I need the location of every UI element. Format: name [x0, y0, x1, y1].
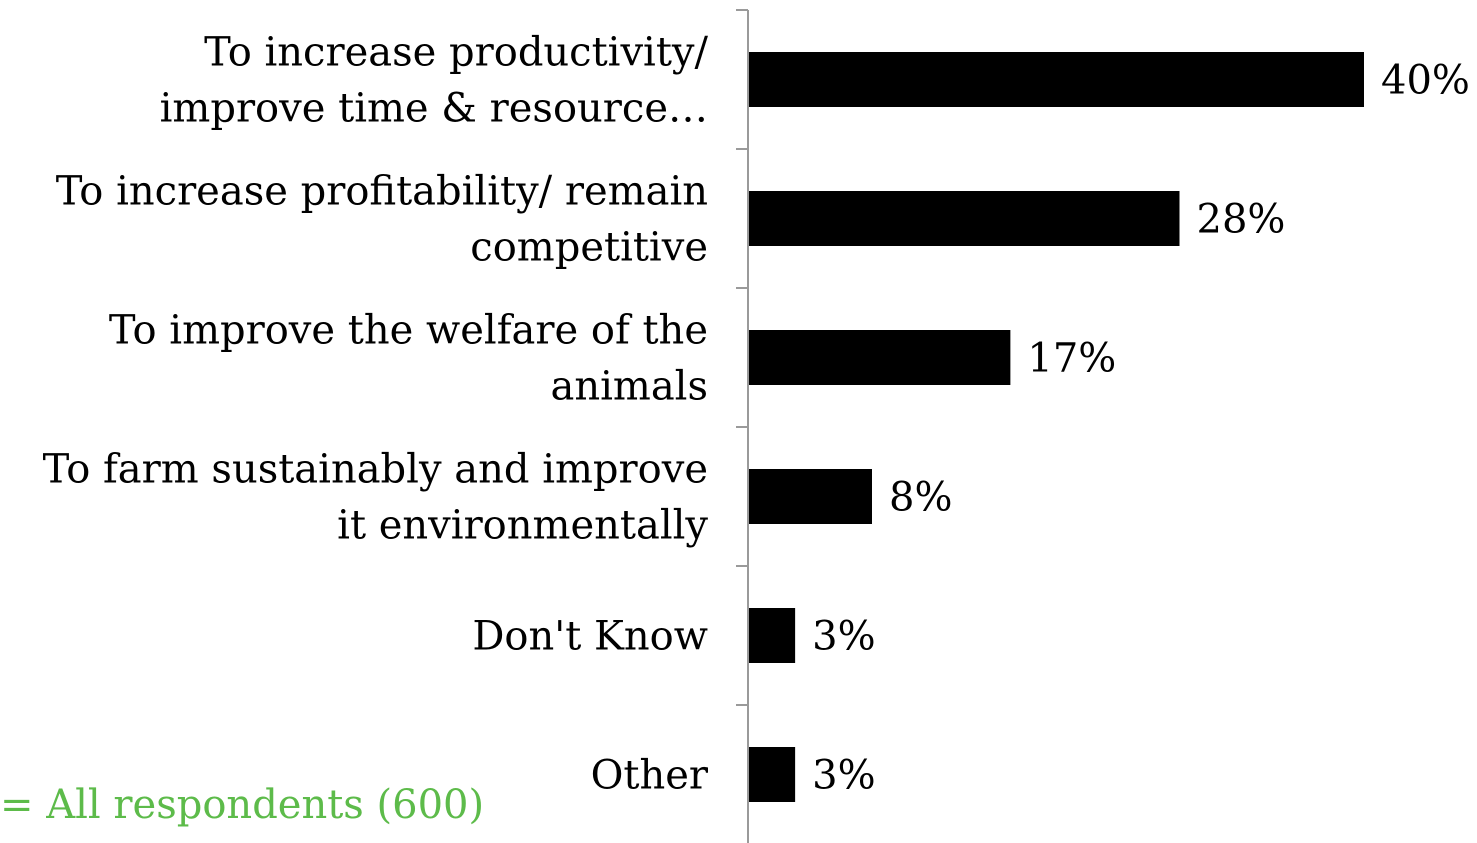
value-label: 3% [812, 753, 875, 799]
category-label: Other [591, 753, 709, 799]
value-label: 8% [889, 475, 952, 521]
category-label: To increase productivity/improve time & … [160, 30, 709, 132]
category-axis [736, 9, 749, 843]
value-labels: 40% 28% 17% 8% 3% 3% [812, 58, 1470, 799]
bar [749, 191, 1180, 246]
bar [749, 330, 1011, 385]
bars [749, 52, 1364, 802]
value-label: 17% [1027, 336, 1116, 382]
category-label: Don't Know [472, 614, 708, 660]
value-label: 28% [1197, 197, 1286, 243]
category-label: To improve the welfare of the animals [109, 308, 708, 410]
bar [749, 52, 1364, 107]
bar [749, 469, 872, 524]
value-label: 3% [812, 614, 875, 660]
category-label: To farm sustainably and improve it enviro… [43, 447, 709, 549]
bar [749, 608, 796, 663]
category-labels: To increase productivity/improve time & … [43, 30, 709, 799]
category-label: To increase profitability/ remain competi… [56, 169, 708, 271]
value-label: 40% [1381, 58, 1470, 104]
bar [749, 747, 796, 802]
base-note: = All respondents (600) [0, 782, 485, 828]
